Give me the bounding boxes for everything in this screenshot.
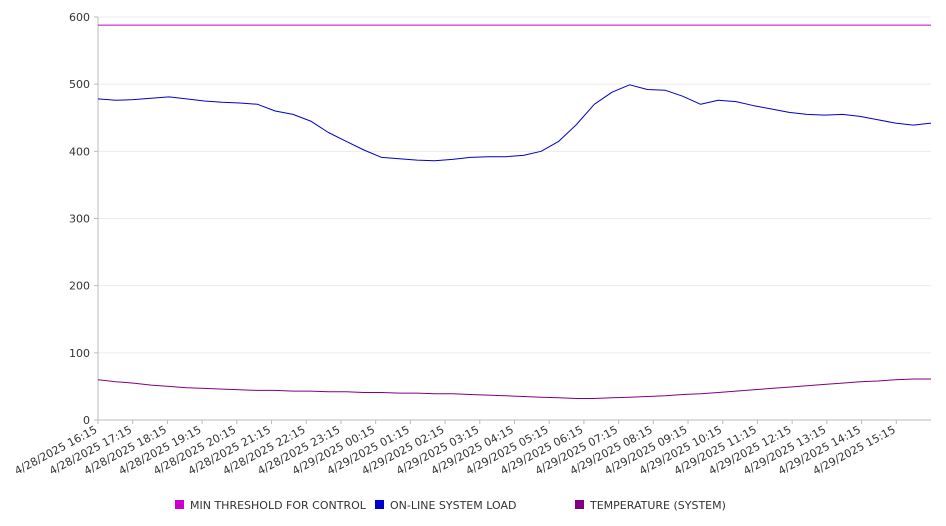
series-lines [97, 24, 932, 399]
legend-label: ON-LINE SYSTEM LOAD [390, 499, 516, 512]
y-tick-label: 0 [83, 414, 90, 427]
y-tick-label: 500 [69, 78, 90, 91]
legend-label: TEMPERATURE (SYSTEM) [589, 499, 726, 512]
series-line-1 [97, 84, 932, 162]
series-line-2 [97, 378, 931, 399]
legend-label: MIN THRESHOLD FOR CONTROL [190, 499, 367, 512]
x-tick-labels: 4/28/2025 16:154/28/2025 17:154/28/2025 … [12, 423, 897, 477]
y-tick-label: 400 [69, 145, 90, 158]
y-tick-label: 100 [69, 347, 90, 360]
legend-swatch [175, 500, 184, 509]
legend-swatch [375, 500, 384, 509]
axes [94, 16, 931, 424]
legend-swatch [575, 500, 584, 509]
gridlines [98, 16, 931, 354]
y-tick-labels: 0 100 200 300 400 500 600 [69, 11, 90, 427]
y-tick-label: 300 [69, 213, 90, 226]
y-tick-label: 200 [69, 280, 90, 293]
y-tick-label: 600 [69, 11, 90, 24]
legend: MIN THRESHOLD FOR CONTROL ON-LINE SYSTEM … [175, 499, 726, 512]
